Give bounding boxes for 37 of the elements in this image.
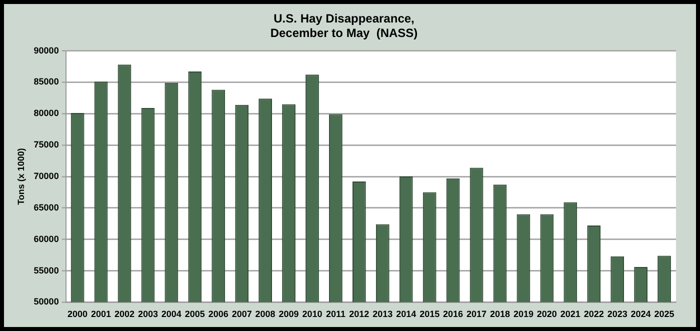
x-tick-label: 2018: [490, 309, 510, 320]
x-tick-label: 2008: [255, 309, 276, 320]
y-tick-label: 65000: [34, 202, 59, 212]
x-tick-label: 2013: [372, 309, 393, 320]
x-tick-label: 2007: [232, 309, 252, 320]
y-tick-label: 85000: [34, 76, 59, 87]
x-tick-label: 2020: [536, 309, 557, 320]
x-tick-label: 2017: [466, 309, 487, 320]
x-tick-label: 2016: [443, 309, 464, 320]
chart-title: U.S. Hay Disappearance, December to May (NASS): [270, 12, 418, 40]
x-tick-label: 2005: [184, 309, 205, 320]
x-tick-label: 2024: [630, 309, 651, 320]
x-tick-label: 2003: [138, 309, 158, 320]
y-tick-label: 90000: [34, 45, 59, 56]
y-axis-title: Tons (x 1000): [16, 148, 26, 205]
y-tick-label: 75000: [34, 140, 59, 150]
x-tick-label: 2025: [654, 309, 674, 320]
x-tick-label: 2002: [114, 309, 135, 320]
x-tick-label: 2006: [208, 309, 228, 320]
x-tick-label: 2004: [161, 309, 182, 320]
x-tick-label: 2019: [513, 309, 534, 320]
x-tick-label: 2009: [278, 309, 299, 320]
y-tick-label: 70000: [34, 170, 59, 181]
x-tick-label: 2001: [91, 309, 112, 320]
x-tick-label: 2014: [396, 309, 416, 320]
x-tick-label: 2023: [607, 309, 628, 320]
y-tick-label: 60000: [34, 234, 59, 244]
x-tick-label: 2012: [349, 309, 370, 320]
x-tick-label: 2000: [68, 309, 88, 320]
y-tick-label: 50000: [34, 296, 59, 307]
y-tick-label: 80000: [34, 108, 59, 118]
x-tick-label: 2011: [326, 309, 346, 320]
x-tick-label: 2010: [302, 309, 322, 320]
x-tick-label: 2015: [420, 309, 440, 320]
y-tick-label: 55000: [34, 265, 59, 276]
x-tick-label: 2022: [584, 309, 604, 320]
x-tick-label: 2021: [560, 309, 580, 320]
